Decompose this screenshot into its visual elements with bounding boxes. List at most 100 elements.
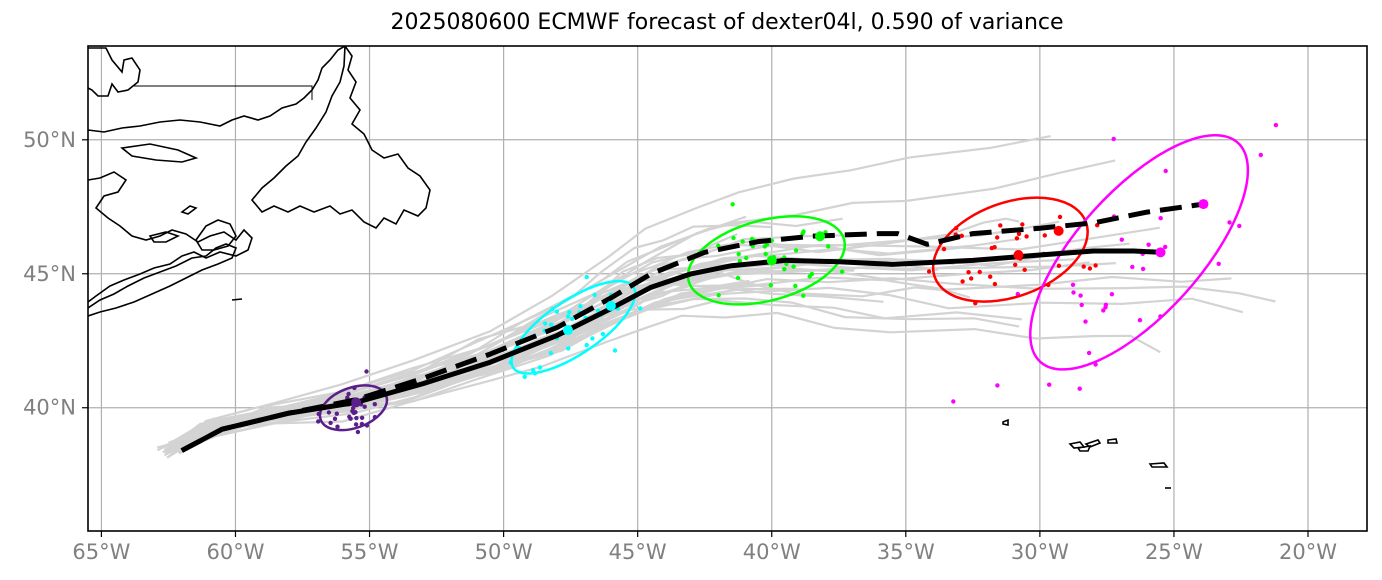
ensemble-point: [764, 242, 770, 247]
ensemble-point: [1163, 244, 1168, 250]
ensemble-point: [364, 369, 369, 374]
ensemble-point: [1042, 233, 1048, 238]
ensemble-point: [826, 244, 831, 249]
x-tick-label: 25°W: [1145, 540, 1203, 564]
ensemble-point: [570, 316, 575, 322]
ensemble-point: [1077, 386, 1082, 391]
ensemble-point: [1071, 290, 1076, 295]
forecast-points: [351, 199, 1209, 408]
ensemble-point: [1047, 382, 1052, 387]
ensemble-point: [578, 304, 583, 309]
map-title: 2025080600 ECMWF forecast of dexter04l, …: [390, 10, 1064, 35]
ensemble-point: [730, 202, 735, 207]
ensemble-point: [1070, 282, 1076, 287]
coastline-small-island: [180, 205, 198, 215]
ensemble-point: [735, 275, 741, 281]
ensemble-track: [175, 135, 1051, 451]
x-tick-label: 45°W: [609, 540, 667, 564]
x-tick-label: 50°W: [475, 540, 533, 564]
uncertainty-ellipse: [1029, 133, 1250, 371]
ensemble-point: [362, 404, 367, 409]
ensemble-point: [995, 383, 1000, 388]
ensemble-point: [638, 306, 643, 311]
ensemble-point: [347, 414, 352, 419]
ensemble-point: [807, 274, 812, 279]
ensemble-point: [998, 223, 1003, 228]
ensemble-point: [1101, 308, 1106, 313]
x-tick-label: 55°W: [341, 540, 399, 564]
ensemble-point: [740, 239, 745, 244]
ensemble-point: [1273, 122, 1279, 128]
ensemble-point: [1103, 305, 1108, 310]
ensemble-point: [959, 233, 964, 238]
ensemble-point: [530, 368, 536, 373]
ensemble-point: [1158, 216, 1163, 221]
ensemble-point: [988, 274, 993, 279]
ensemble-point: [1093, 263, 1098, 268]
axis-ticks: 65°W 60°W 55°W 50°W 45°W 40°W 35°W 30°W 25°W 20°W…: [23, 128, 1337, 564]
track-point: [351, 397, 362, 408]
ensemble-point: [1083, 319, 1088, 324]
ensemble-point: [554, 309, 560, 314]
ensemble-point: [716, 243, 721, 248]
ensemble-point: [736, 251, 741, 257]
ensemble-point: [926, 269, 932, 274]
coastline-quebec-north: [88, 46, 346, 133]
ensemble-track: [176, 233, 738, 447]
y-tick-label: 40°N: [23, 396, 76, 420]
x-tick-label: 65°W: [72, 540, 130, 564]
ensemble-point: [960, 279, 965, 284]
ensemble-point: [995, 235, 1000, 240]
ensemble-point: [782, 267, 787, 272]
ensemble-point: [716, 293, 721, 298]
ensemble-point: [548, 350, 554, 356]
ensemble-track: [164, 311, 1161, 454]
coastline-labrador: [88, 47, 141, 97]
x-tick-label: 60°W: [206, 540, 264, 564]
track-point: [1198, 199, 1209, 210]
ensemble-point: [1216, 261, 1221, 266]
ensemble-point: [768, 283, 773, 288]
azores-island-6: [1148, 462, 1169, 468]
ensemble-point: [522, 374, 527, 379]
ensemble-point: [951, 399, 956, 404]
ensemble-point: [328, 420, 333, 426]
track-point: [815, 231, 826, 242]
ensemble-point: [1109, 292, 1115, 297]
ensemble-point: [737, 258, 742, 264]
uncertainty-ellipse: [686, 215, 847, 306]
ensemble-point: [1016, 231, 1022, 237]
ensemble-point: [584, 274, 589, 280]
border-labrador-quebec: [134, 85, 313, 100]
ensemble-point: [1086, 350, 1092, 356]
ensemble-point: [1237, 223, 1242, 229]
azores-island-1: [1002, 418, 1009, 426]
track-point: [766, 255, 777, 266]
ensemble-point: [969, 276, 974, 281]
ensemble-point: [1014, 236, 1020, 241]
ensemble-point: [346, 391, 351, 397]
ensemble-point: [567, 310, 572, 315]
coastline-newfoundland: [250, 46, 431, 230]
x-tick-label: 40°W: [743, 540, 801, 564]
azores-island-4: [1084, 439, 1102, 448]
ensemble-point: [353, 422, 359, 427]
track-point: [1013, 250, 1024, 261]
ensemble-point: [1081, 264, 1086, 269]
ensemble-point: [592, 292, 597, 298]
ensemble-point: [1024, 234, 1029, 239]
ensemble-point: [1087, 266, 1093, 271]
ensemble-point: [793, 248, 799, 253]
ensemble-point: [1140, 266, 1146, 272]
y-tick-label: 45°N: [23, 262, 76, 286]
x-tick-label: 20°W: [1279, 540, 1337, 564]
ensemble-point: [612, 348, 618, 353]
ensemble-point: [1013, 262, 1018, 267]
ensemble-point: [326, 410, 332, 415]
ensemble-point: [335, 424, 340, 429]
ensemble-point: [354, 415, 359, 421]
azores-island-3: [1076, 444, 1092, 452]
coastline-pei: [148, 231, 181, 243]
coastlines: [88, 46, 1171, 489]
